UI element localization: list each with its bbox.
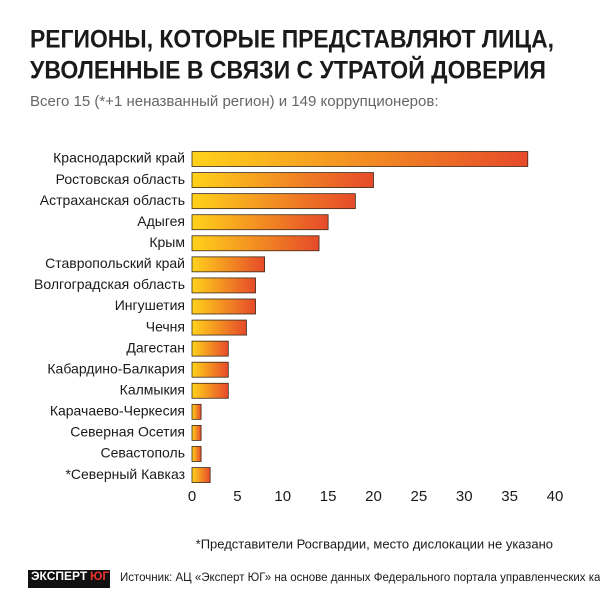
bar <box>191 467 211 483</box>
y-tick-label: Карачаево-Черкесия <box>50 403 185 419</box>
bar <box>191 214 329 231</box>
y-tick-label: Калмыкия <box>120 381 185 397</box>
y-tick-label: Севастополь <box>100 445 185 461</box>
y-tick-label: Дагестан <box>126 339 185 355</box>
y-tick-label: Ингушетия <box>115 297 185 313</box>
y-tick-label: Ставропольский край <box>45 255 185 271</box>
bar <box>191 151 529 167</box>
bar <box>191 361 229 378</box>
x-tick-label: 15 <box>320 488 337 505</box>
y-tick-label: Адыгея <box>137 213 185 229</box>
y-tick-label: Кабардино-Балкария <box>47 360 185 376</box>
y-tick-label: *Северный Кавказ <box>65 466 185 482</box>
chart-title: УВОЛЕННЫЕ В СВЯЗИ С УТРАТОЙ ДОВЕРИЯ <box>30 55 546 85</box>
bar <box>191 340 229 357</box>
x-tick-label: 5 <box>233 488 241 505</box>
bar <box>191 172 374 188</box>
chart-title: РЕГИОНЫ, КОТОРЫЕ ПРЕДСТАВЛЯЮТ ЛИЦА, <box>30 26 554 54</box>
x-tick-label: 10 <box>274 488 291 505</box>
source: Источник: АЦ «Эксперт ЮГ» на основе данн… <box>120 572 600 584</box>
subtitle: Всего 15 (*+1 неназванный регион) и 149 … <box>30 93 439 110</box>
bar <box>191 403 202 420</box>
y-tick-label: Ростовская область <box>56 171 185 187</box>
x-tick-label: 30 <box>456 488 473 505</box>
bar <box>191 446 202 462</box>
bar <box>191 193 356 210</box>
logo-box <box>28 570 110 588</box>
y-tick-label: Северная Осетия <box>70 424 185 440</box>
y-tick-label: Волгоградская область <box>34 276 185 292</box>
bar <box>191 319 247 336</box>
logo-region: ЮГ <box>90 569 109 583</box>
x-tick-label: 40 <box>547 488 564 505</box>
bar <box>191 298 256 315</box>
x-tick-label: 20 <box>365 488 382 505</box>
bar <box>191 425 202 441</box>
bar <box>191 277 256 294</box>
x-tick-label: 25 <box>411 488 428 505</box>
x-tick-label: 35 <box>501 488 518 505</box>
y-tick-label: Краснодарский край <box>53 150 185 166</box>
footnote: *Представители Росгвардии, место дислока… <box>196 536 553 551</box>
bar <box>191 256 265 273</box>
bar <box>191 235 320 252</box>
y-tick-label: Чечня <box>146 318 185 334</box>
bar <box>191 382 229 399</box>
logo-name: ЭКСПЕРТ <box>31 569 88 583</box>
y-tick-label: Крым <box>149 234 185 250</box>
x-tick-label: 0 <box>188 488 196 505</box>
y-tick-label: Астраханская область <box>40 192 185 208</box>
